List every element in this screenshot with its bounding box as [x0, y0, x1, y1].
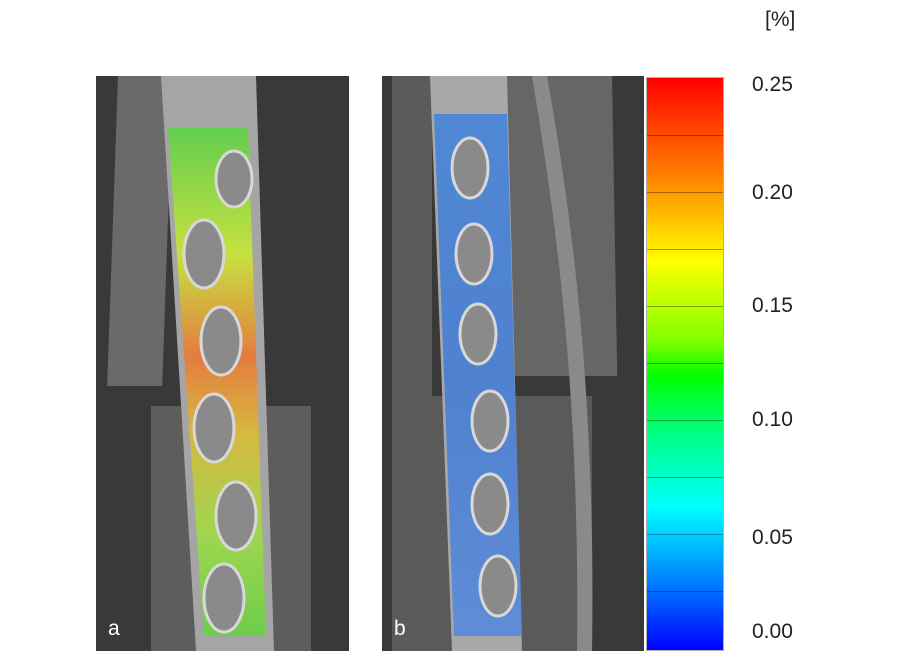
scale-unit-label: [%] [765, 8, 796, 31]
strain-panel-b: b [382, 76, 644, 651]
strain-photo-b [382, 76, 644, 651]
scale-tick-label: 0.20 [752, 181, 793, 204]
color-scale-bar [646, 77, 724, 651]
strain-photo-a [96, 76, 349, 651]
panel-label-a: a [108, 617, 120, 640]
scale-tick-label: 0.10 [752, 408, 793, 431]
scale-tick-label: 0.05 [752, 526, 793, 549]
panel-label-b: b [394, 617, 406, 640]
scale-tick-label: 0.25 [752, 73, 793, 96]
scale-tick-label: 0.15 [752, 294, 793, 317]
strain-panel-a: a [96, 76, 349, 651]
scale-tick-label: 0.00 [752, 620, 793, 643]
